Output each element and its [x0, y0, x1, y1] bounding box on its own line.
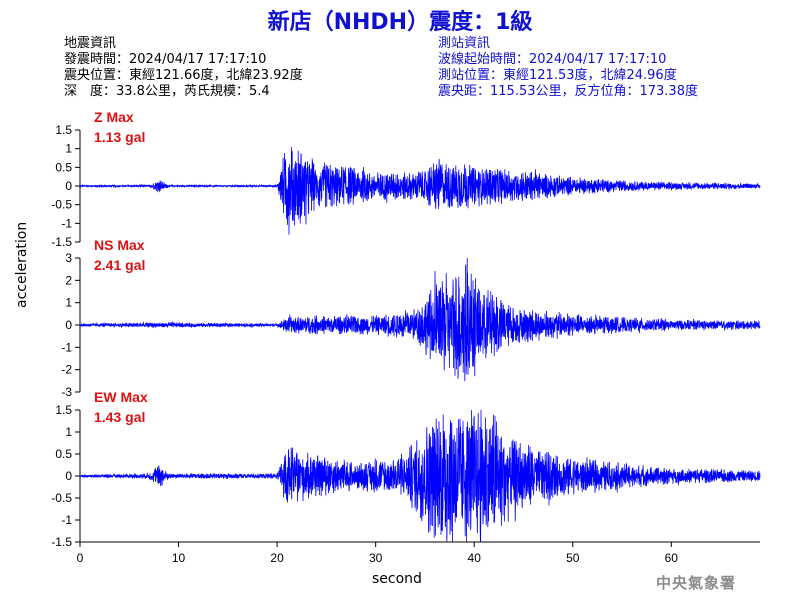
y-tick-label-ew: 1	[65, 425, 72, 439]
max-label-ns: NS Max	[94, 237, 145, 253]
station-info-location: 測站位置：東經121.53度，北緯24.96度	[438, 68, 677, 83]
quake-info-panel: 地震資訊 發震時間：2024/04/17 17:17:10 震央位置：東經121…	[64, 36, 303, 100]
max-value-ew: 1.43 gal	[94, 409, 145, 425]
quake-info-time: 發震時間：2024/04/17 17:17:10	[64, 52, 267, 67]
x-tick-label: 60	[665, 551, 679, 565]
y-tick-label-z: 1.5	[55, 123, 72, 137]
station-info-wave-start: 波線起始時間：2024/04/17 17:17:10	[438, 52, 667, 67]
max-label-ew: EW Max	[94, 389, 148, 405]
max-value-z: 1.13 gal	[94, 129, 145, 145]
y-tick-label-ns: 1	[65, 296, 72, 310]
waveform-trace-z	[79, 147, 761, 235]
x-tick-label: 40	[468, 551, 482, 565]
y-tick-label-ew: 0	[65, 469, 72, 483]
quake-info-depth-magnitude: 深 度：33.8公里，芮氏規模：5.4	[64, 84, 270, 99]
y-tick-label-ns: 3	[65, 251, 72, 265]
waveform-trace-ew	[79, 409, 761, 543]
y-tick-label-z: -1.5	[51, 235, 72, 249]
station-info-panel: 測站資訊 波線起始時間：2024/04/17 17:17:10 測站位置：東經1…	[438, 36, 698, 100]
y-tick-label-ns: -2	[61, 363, 72, 377]
station-info-distance: 震央距：115.53公里，反方位角：173.38度	[438, 84, 698, 99]
y-tick-label-ns: 0	[65, 318, 72, 332]
y-tick-label-ew: 1.5	[55, 403, 72, 417]
y-tick-label-ew: 0.5	[55, 447, 72, 461]
station-info-heading: 測站資訊	[438, 36, 491, 51]
quake-info-heading: 地震資訊	[64, 36, 117, 51]
x-tick-label: 20	[270, 551, 284, 565]
y-tick-label-ns: 2	[65, 273, 72, 287]
y-axis-label: acceleration	[14, 221, 30, 308]
y-tick-label-z: 1	[65, 142, 72, 156]
y-tick-label-z: -0.5	[51, 198, 72, 212]
quake-info-location: 震央位置：東經121.66度，北緯23.92度	[64, 68, 303, 83]
y-tick-label-ns: -1	[61, 340, 72, 354]
y-tick-label-z: 0	[65, 179, 72, 193]
agency-watermark: 中央氣象署	[656, 574, 737, 592]
y-tick-label-ew: -1.5	[51, 535, 72, 549]
y-tick-label-ew: -1	[61, 513, 72, 527]
x-tick-label: 30	[369, 551, 383, 565]
y-tick-label-ns: -3	[61, 385, 72, 399]
y-tick-label-ew: -0.5	[51, 491, 72, 505]
y-tick-label-z: -1	[61, 216, 72, 230]
x-axis-label: second	[372, 571, 422, 587]
max-label-z: Z Max	[94, 109, 134, 125]
y-tick-label-z: 0.5	[55, 160, 72, 174]
x-tick-label: 10	[172, 551, 186, 565]
page-title: 新店（NHDH）震度：1級	[267, 10, 533, 35]
waveform-trace-ns	[79, 257, 761, 382]
x-tick-label: 50	[566, 551, 580, 565]
max-value-ns: 2.41 gal	[94, 257, 145, 273]
x-tick-label: 0	[77, 551, 84, 565]
